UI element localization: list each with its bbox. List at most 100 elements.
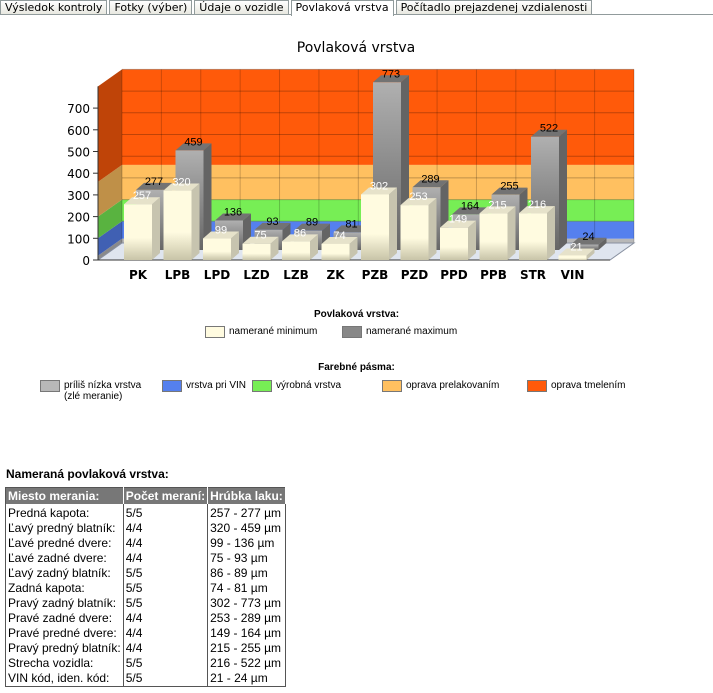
bar-max-top xyxy=(254,222,291,230)
bar-min-front xyxy=(124,204,152,260)
bar-min-front xyxy=(242,243,271,260)
x-tick-label: LPB xyxy=(165,268,191,282)
thickness-cell: 74 - 81 µm xyxy=(207,581,286,596)
tab-1[interactable]: Fotky (výber) xyxy=(109,0,193,14)
bar-min-top xyxy=(440,220,476,228)
data-label: 773 xyxy=(382,68,400,80)
data-label: 164 xyxy=(461,200,479,212)
band-side-wall xyxy=(98,164,122,217)
bar-min-side xyxy=(468,220,476,260)
tab-4[interactable]: Počítadlo prejazdenej vzdialenosti xyxy=(395,0,593,14)
legend-label: oprava prelakovaním xyxy=(406,380,500,391)
data-label: 459 xyxy=(184,136,202,148)
data-label: 21 xyxy=(570,241,582,253)
count-cell: 4/4 xyxy=(123,536,209,551)
count-cell: 4/4 xyxy=(123,641,209,656)
bar-min xyxy=(400,198,437,260)
location-cell: Ľavé predné dvere: xyxy=(5,536,124,551)
bar-max-side xyxy=(559,129,567,250)
thickness-cell: 149 - 164 µm xyxy=(207,626,286,641)
bar-min-front xyxy=(361,194,389,260)
bar-min-top xyxy=(124,197,160,205)
x-tick-label: LZB xyxy=(283,268,309,282)
thickness-cell: 21 - 24 µm xyxy=(207,671,286,687)
bar-min-top xyxy=(163,183,200,191)
tab-0[interactable]: Výsledok kontroly xyxy=(0,0,108,14)
data-label: 277 xyxy=(145,176,163,188)
thickness-cell: 320 - 459 µm xyxy=(207,521,286,536)
count-cell: 5/5 xyxy=(123,566,209,581)
count-cell: 4/4 xyxy=(123,521,209,536)
data-label: 255 xyxy=(500,181,518,193)
bar-max-side xyxy=(598,237,607,250)
chart-title: Povlaková vrstva xyxy=(297,40,415,56)
bar-min-front xyxy=(282,241,310,260)
table-row: Ľavé predné dvere: 4/4 99 - 136 µm xyxy=(5,536,286,551)
location-cell: Pravý zadný blatník: xyxy=(5,596,124,611)
legend-title: Povlaková vrstva: xyxy=(313,309,400,320)
bar-max-top xyxy=(491,187,528,195)
col-header: Počet meraní: xyxy=(123,487,209,504)
bar-max-top xyxy=(412,180,449,188)
band-legend-item: oprava prelakovaním xyxy=(382,380,499,392)
band-side-wall xyxy=(98,199,122,239)
count-cell: 4/4 xyxy=(123,626,209,641)
bar-min-side xyxy=(586,248,595,260)
bar-min-top xyxy=(519,206,555,214)
legend-label: výrobná vrstva xyxy=(276,380,342,391)
legend-swatch xyxy=(527,380,547,392)
bar-min-front xyxy=(203,238,231,260)
data-label: 149 xyxy=(449,214,467,226)
legend-swatch xyxy=(252,380,272,392)
bar-max-top xyxy=(333,225,370,233)
bar-min xyxy=(479,206,516,260)
bar-min-side xyxy=(270,236,279,260)
legend-label: namerané minimum xyxy=(229,326,318,337)
location-cell: Pravý predný blatník: xyxy=(5,641,124,656)
data-label: 320 xyxy=(172,177,190,189)
bar-min-front xyxy=(163,190,192,260)
bar-max-top xyxy=(531,129,567,137)
data-label: 253 xyxy=(409,191,427,203)
bar-min-top xyxy=(479,206,516,214)
bar-min xyxy=(203,231,239,260)
legend-swatch xyxy=(342,326,362,338)
table-title: Nameraná povlaková vrstva: xyxy=(6,467,169,481)
location-cell: Pravé zadné dvere: xyxy=(5,611,124,626)
data-label: 136 xyxy=(224,206,242,218)
data-label: 522 xyxy=(540,123,558,135)
tab-3[interactable]: Povlaková vrstva xyxy=(290,0,394,16)
count-cell: 4/4 xyxy=(123,611,209,626)
bar-min-top xyxy=(400,198,437,206)
data-label: 24 xyxy=(582,231,594,243)
bar-min-top xyxy=(361,187,397,195)
band-legend-item: vrstva pri VIN xyxy=(162,380,246,392)
bar-min-front xyxy=(321,243,350,260)
bands-title: Farebné pásma: xyxy=(318,362,395,373)
tab-2[interactable]: Údaje o vozidle xyxy=(194,0,289,14)
location-cell: Zadná kapota: xyxy=(5,581,124,596)
table-row: Ľavý predný blatník: 4/4 320 - 459 µm xyxy=(5,521,286,536)
bar-min xyxy=(282,234,318,260)
legend-item-max: namerané maximum xyxy=(342,326,457,338)
bar-min-front xyxy=(440,227,468,260)
x-tick-label: PZD xyxy=(401,268,428,282)
location-cell: Ľavé zadné dvere: xyxy=(5,551,124,566)
col-header: Hrúbka laku: xyxy=(207,487,286,504)
data-label: 86 xyxy=(294,227,306,239)
band-side-wall xyxy=(98,69,122,182)
bar-min xyxy=(242,236,279,260)
x-tick-label: LPD xyxy=(204,268,230,282)
y-tick-label: 100 xyxy=(67,232,90,246)
bar-min xyxy=(519,206,555,260)
legend-label: príliš nízka vrstva (zlé meranie) xyxy=(64,380,142,402)
data-label: 93 xyxy=(266,216,278,228)
bar-max-top xyxy=(570,237,607,245)
table-row: Ľavý zadný blatník: 5/5 86 - 89 µm xyxy=(5,566,286,581)
bar-max-top xyxy=(294,223,330,231)
bar-max-top xyxy=(175,143,212,151)
table-row: Pravé predné dvere: 4/4 149 - 164 µm xyxy=(5,626,286,641)
bar-min-front xyxy=(400,205,429,260)
legend-swatch xyxy=(40,380,60,392)
bar-min-side xyxy=(389,187,397,260)
